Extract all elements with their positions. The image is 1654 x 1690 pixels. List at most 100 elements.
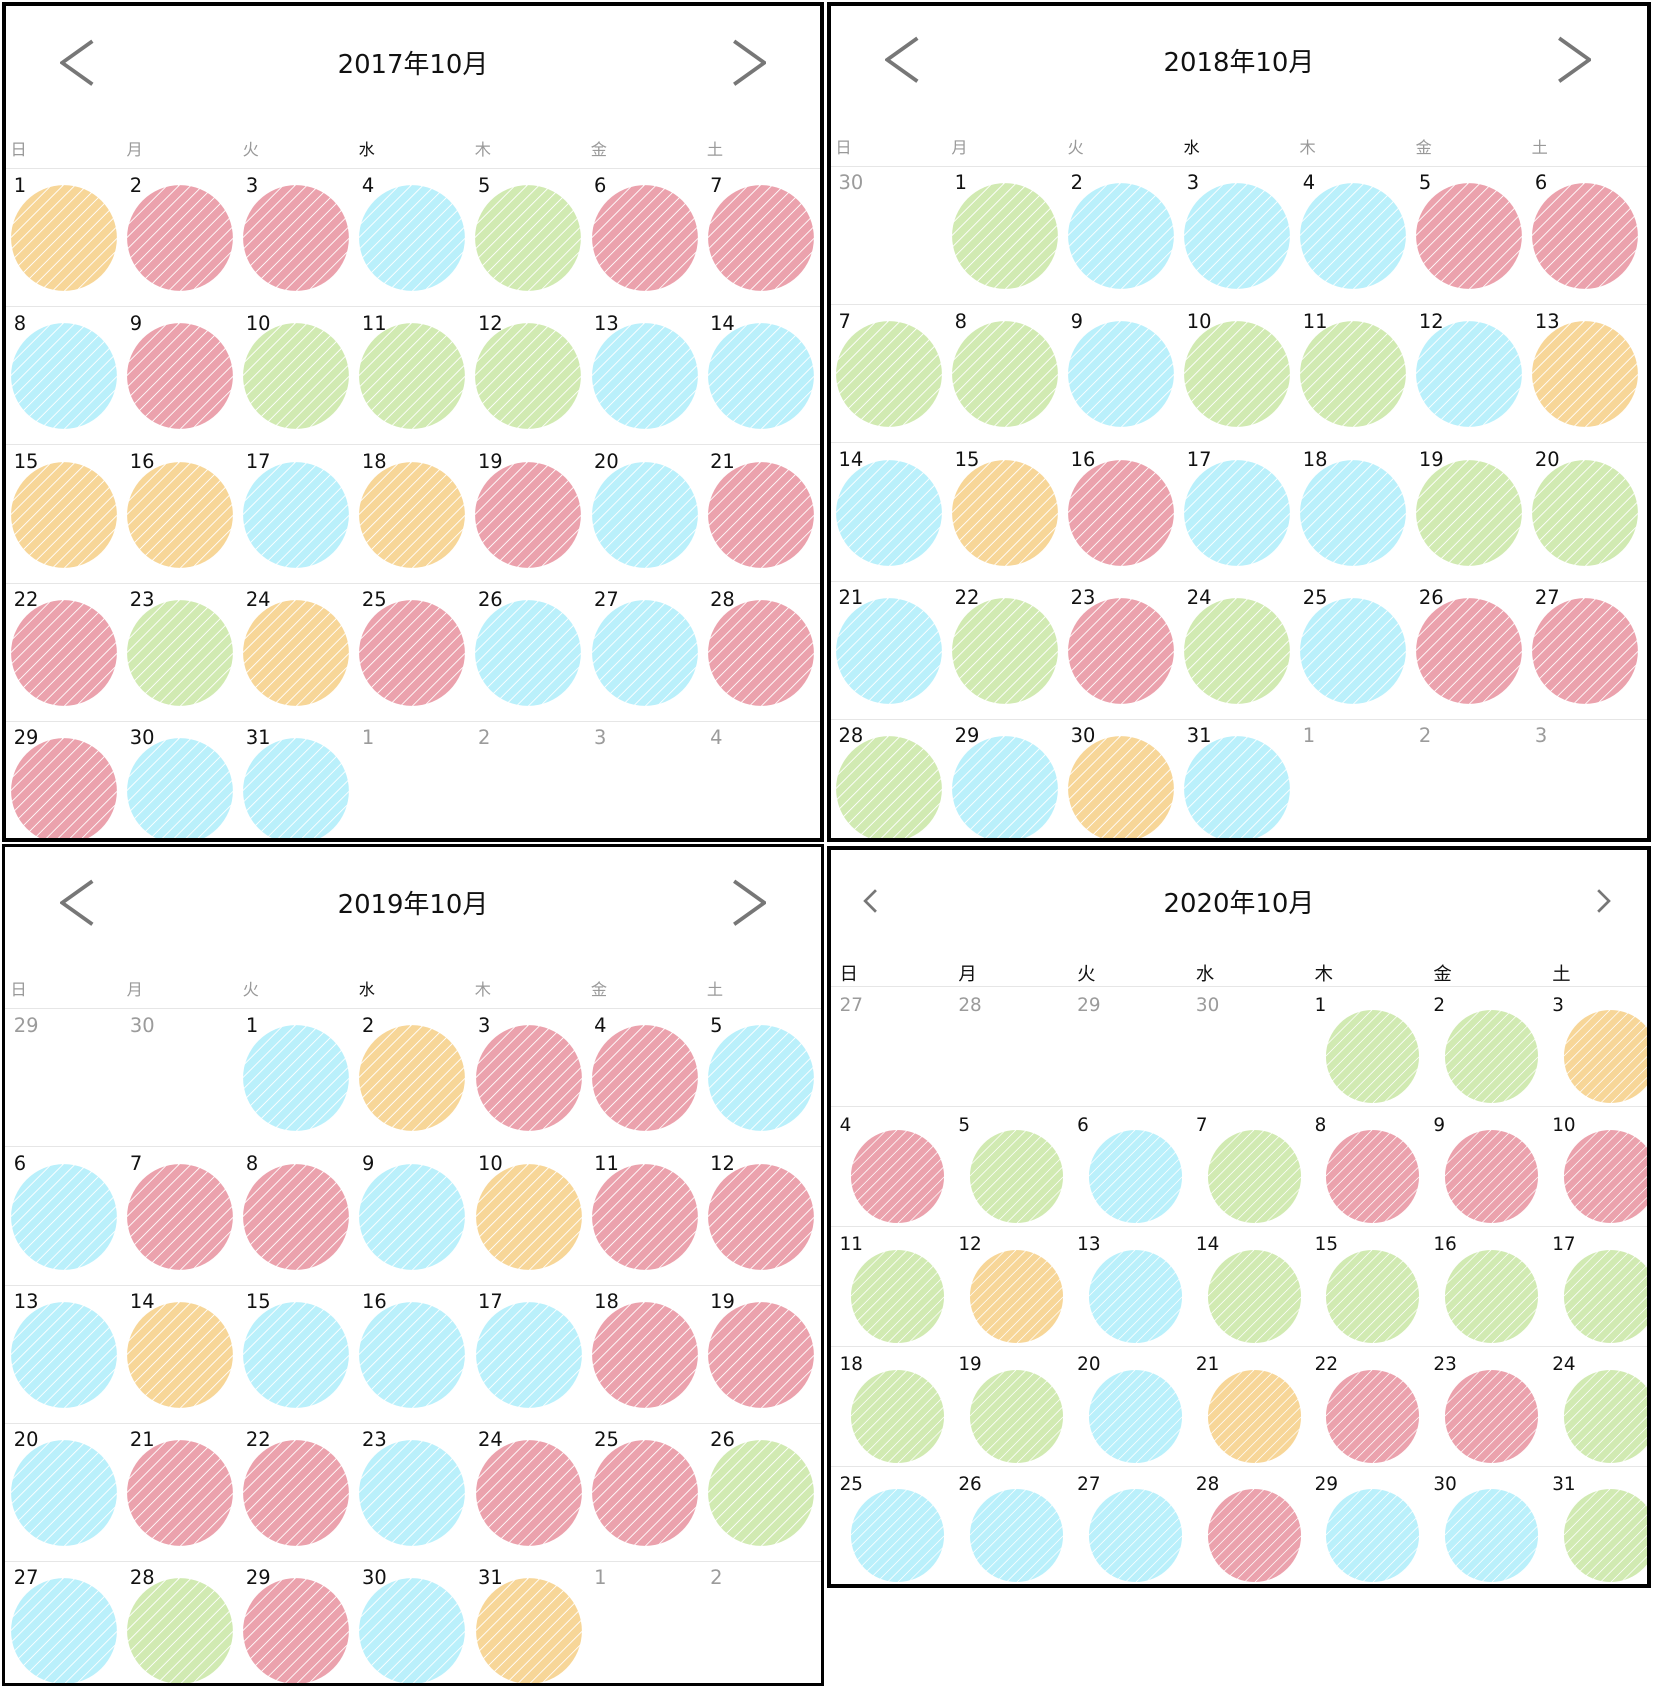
day-number: 22 <box>245 1428 271 1452</box>
weekday-label: 水 <box>1183 137 1200 157</box>
row-divider <box>831 165 1647 167</box>
day-number: 11 <box>361 311 387 335</box>
day-number: 19 <box>1418 447 1444 471</box>
mood-stamp <box>1531 182 1639 290</box>
mood-stamp <box>242 322 350 430</box>
day-number: 22 <box>1314 1354 1339 1376</box>
weekday-label: 水 <box>1195 964 1215 986</box>
prev-month-button[interactable] <box>60 879 95 927</box>
day-number: 20 <box>1077 1354 1101 1376</box>
row-divider <box>5 1560 821 1562</box>
mood-stamp <box>835 320 943 428</box>
day-number: 29 <box>1314 1474 1339 1496</box>
prev-month-button[interactable] <box>884 36 920 84</box>
day-number: 16 <box>361 1290 387 1314</box>
day-number: 4 <box>1302 171 1316 195</box>
day-number: 19 <box>958 1354 982 1376</box>
day-number: 27 <box>594 588 619 612</box>
day-number: 18 <box>839 1354 863 1376</box>
mood-stamp <box>1415 459 1523 567</box>
day-number: 16 <box>1433 1234 1457 1256</box>
mood-stamp <box>242 1301 350 1409</box>
row-divider <box>831 1226 1647 1228</box>
mood-stamp <box>1299 320 1407 428</box>
day-number: 12 <box>710 1151 735 1175</box>
day-number: 17 <box>1552 1234 1576 1256</box>
row-divider <box>6 306 820 308</box>
mood-stamp <box>126 184 234 292</box>
day-number: 6 <box>1534 171 1548 195</box>
next-month-button[interactable] <box>732 879 767 927</box>
day-number: 13 <box>1534 309 1560 333</box>
weekday-label: 木 <box>474 139 491 159</box>
mood-stamp <box>1325 1009 1420 1104</box>
day-number: 3 <box>1552 994 1564 1016</box>
weekday-label: 木 <box>1299 137 1316 157</box>
day-number: 30 <box>1070 724 1096 748</box>
mood-stamp <box>707 1439 815 1547</box>
day-number: 27 <box>839 994 863 1016</box>
day-number: 30 <box>129 1013 155 1037</box>
day-number: 6 <box>13 1151 27 1175</box>
row-divider <box>6 168 820 170</box>
row-divider <box>831 1345 1647 1347</box>
day-number: 15 <box>954 447 980 471</box>
day-number: 28 <box>838 724 864 748</box>
mood-stamp <box>1415 182 1523 290</box>
weekday-label: 金 <box>1433 964 1452 986</box>
mood-stamp <box>10 461 118 569</box>
day-number: 18 <box>594 1290 619 1314</box>
mood-stamp <box>242 461 350 569</box>
day-number: 14 <box>1195 1234 1220 1256</box>
day-number: 27 <box>1077 1474 1101 1496</box>
day-number: 5 <box>958 1114 971 1136</box>
next-month-button[interactable] <box>1557 36 1592 84</box>
day-number: 4 <box>594 1013 607 1037</box>
day-number: 21 <box>838 586 864 610</box>
prev-month-button[interactable] <box>863 888 878 914</box>
day-number: 22 <box>954 586 980 610</box>
day-number: 2 <box>361 1013 375 1037</box>
day-number: 19 <box>477 449 503 473</box>
day-number: 16 <box>1070 447 1096 471</box>
mood-stamp <box>1299 182 1407 290</box>
mood-stamp <box>358 322 466 430</box>
mood-stamp <box>358 1439 466 1547</box>
row-divider <box>831 718 1647 720</box>
day-number: 5 <box>1418 171 1432 195</box>
mood-stamp <box>242 1577 350 1684</box>
mood-stamp <box>1325 1488 1420 1583</box>
day-number: 29 <box>13 1013 39 1037</box>
mood-stamp <box>707 184 815 292</box>
day-number: 31 <box>1186 724 1212 748</box>
mood-stamp <box>707 1024 815 1132</box>
mood-stamp <box>1067 597 1175 705</box>
prev-month-button[interactable] <box>60 39 95 87</box>
mood-stamp <box>358 1163 466 1271</box>
weekday-label: 火 <box>1067 137 1084 157</box>
day-number: 24 <box>1186 586 1212 610</box>
day-number: 1 <box>1314 994 1327 1016</box>
chevron-right-icon <box>732 39 767 87</box>
day-number: 9 <box>1070 309 1084 333</box>
day-number: 28 <box>958 994 982 1016</box>
day-number: 30 <box>129 726 155 750</box>
day-number: 23 <box>1070 586 1096 610</box>
day-number: 30 <box>361 1566 387 1590</box>
next-month-button[interactable] <box>732 39 767 87</box>
day-number: 29 <box>13 726 39 750</box>
day-number: 24 <box>478 1428 503 1452</box>
day-number: 24 <box>245 588 271 612</box>
day-number: 17 <box>245 449 271 473</box>
mood-stamp <box>475 1301 583 1409</box>
month-title: 2019年10月 <box>337 890 489 921</box>
day-number: 13 <box>594 311 619 335</box>
mood-stamp <box>1415 597 1523 705</box>
calendar-panel: 2018年10月日月火水木金土 30 1 2 3 4 5 6 7 8 9 10 11 12 13 14 15 16… <box>827 2 1651 843</box>
next-month-button[interactable] <box>1596 888 1612 914</box>
mood-stamp <box>1183 597 1291 705</box>
day-number: 23 <box>1433 1354 1457 1376</box>
mood-stamp <box>1207 1369 1302 1464</box>
weekday-label: 土 <box>706 139 724 159</box>
mood-stamp <box>951 597 1059 705</box>
